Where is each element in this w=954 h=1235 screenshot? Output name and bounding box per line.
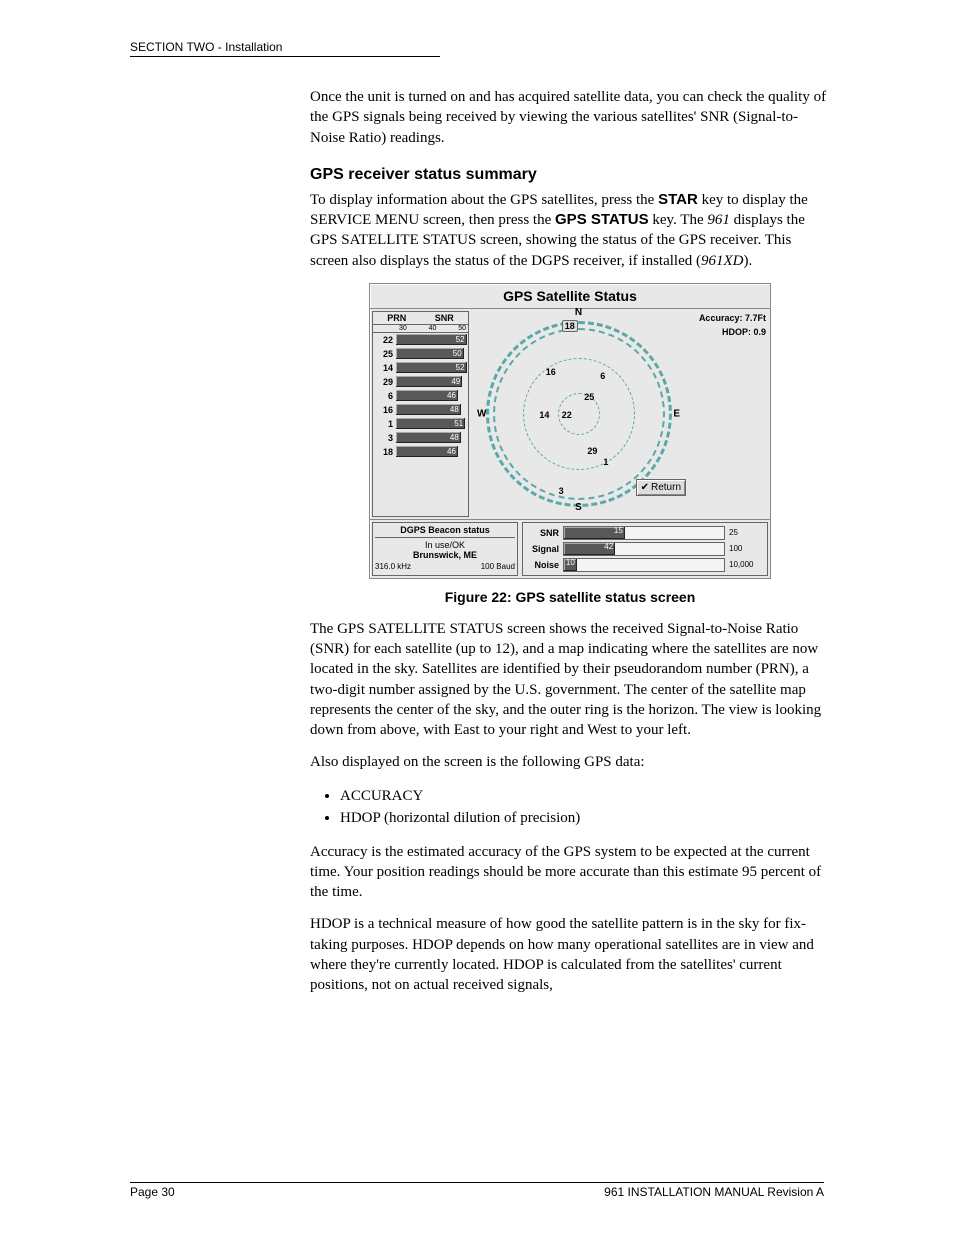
dgps-status-box: DGPS Beacon status In use/OK Brunswick, … — [372, 522, 518, 576]
intro-paragraph: Once the unit is turned on and has acqui… — [310, 87, 830, 148]
figure-caption: Figure 22: GPS satellite status screen — [310, 589, 830, 605]
section-heading: GPS receiver status summary — [310, 166, 830, 184]
prn-row: 151 — [373, 417, 468, 431]
prn-row: 2252 — [373, 333, 468, 347]
instruction-paragraph: To display information about the GPS sat… — [310, 190, 830, 271]
check-icon: ✔ — [641, 482, 649, 493]
satellite-marker: 1 — [603, 457, 608, 467]
satellite-marker: 3 — [559, 486, 564, 496]
signal-bars: SNR1525Signal42100Noise1010,000 — [522, 522, 768, 576]
prn-row: 2550 — [373, 347, 468, 361]
prn-row: 1648 — [373, 403, 468, 417]
signal-bar-row: Signal42100 — [525, 541, 765, 557]
satellite-marker: 6 — [600, 371, 605, 381]
satellite-marker: 25 — [584, 392, 594, 402]
satellite-marker: 22 — [562, 410, 572, 420]
gps-status-screenshot: GPS Satellite Status PRN SNR 30 40 50 22… — [369, 283, 771, 579]
prn-table: PRN SNR 30 40 50 22522550145229496461648… — [372, 311, 469, 517]
page-footer: Page 30 961 INSTALLATION MANUAL Revision… — [130, 1182, 824, 1199]
accuracy-paragraph: Accuracy is the estimated accuracy of th… — [310, 842, 830, 903]
prn-row: 646 — [373, 389, 468, 403]
signal-bar-row: SNR1525 — [525, 525, 765, 541]
prn-row: 1452 — [373, 361, 468, 375]
list-item: HDOP (horizontal dilution of precision) — [340, 807, 830, 830]
return-button[interactable]: ✔ Return — [636, 479, 686, 496]
satellite-marker: 16 — [546, 367, 556, 377]
manual-revision: 961 INSTALLATION MANUAL Revision A — [604, 1185, 824, 1199]
hdop-paragraph: HDOP is a technical measure of how good … — [310, 914, 830, 995]
data-list: ACCURACY HDOP (horizontal dilution of pr… — [310, 785, 830, 830]
accuracy-readout: Accuracy: 7.7Ft HDOP: 0.9 — [686, 309, 770, 519]
satellite-marker: 18 — [562, 320, 578, 332]
page-number: Page 30 — [130, 1185, 175, 1199]
satellite-marker: 29 — [587, 446, 597, 456]
prn-row: 2949 — [373, 375, 468, 389]
sky-map: N S W E ✔ Return 181662514222913 — [471, 309, 686, 519]
screenshot-title: GPS Satellite Status — [370, 284, 770, 309]
satellite-marker: 14 — [539, 410, 549, 420]
description-paragraph: The GPS SATELLITE STATUS screen shows th… — [310, 619, 830, 741]
prn-row: 1846 — [373, 445, 468, 459]
page-header: SECTION TWO - Installation — [130, 40, 440, 57]
list-item: ACCURACY — [340, 785, 830, 808]
data-list-intro: Also displayed on the screen is the foll… — [310, 752, 830, 772]
prn-row: 348 — [373, 431, 468, 445]
signal-bar-row: Noise1010,000 — [525, 557, 765, 573]
